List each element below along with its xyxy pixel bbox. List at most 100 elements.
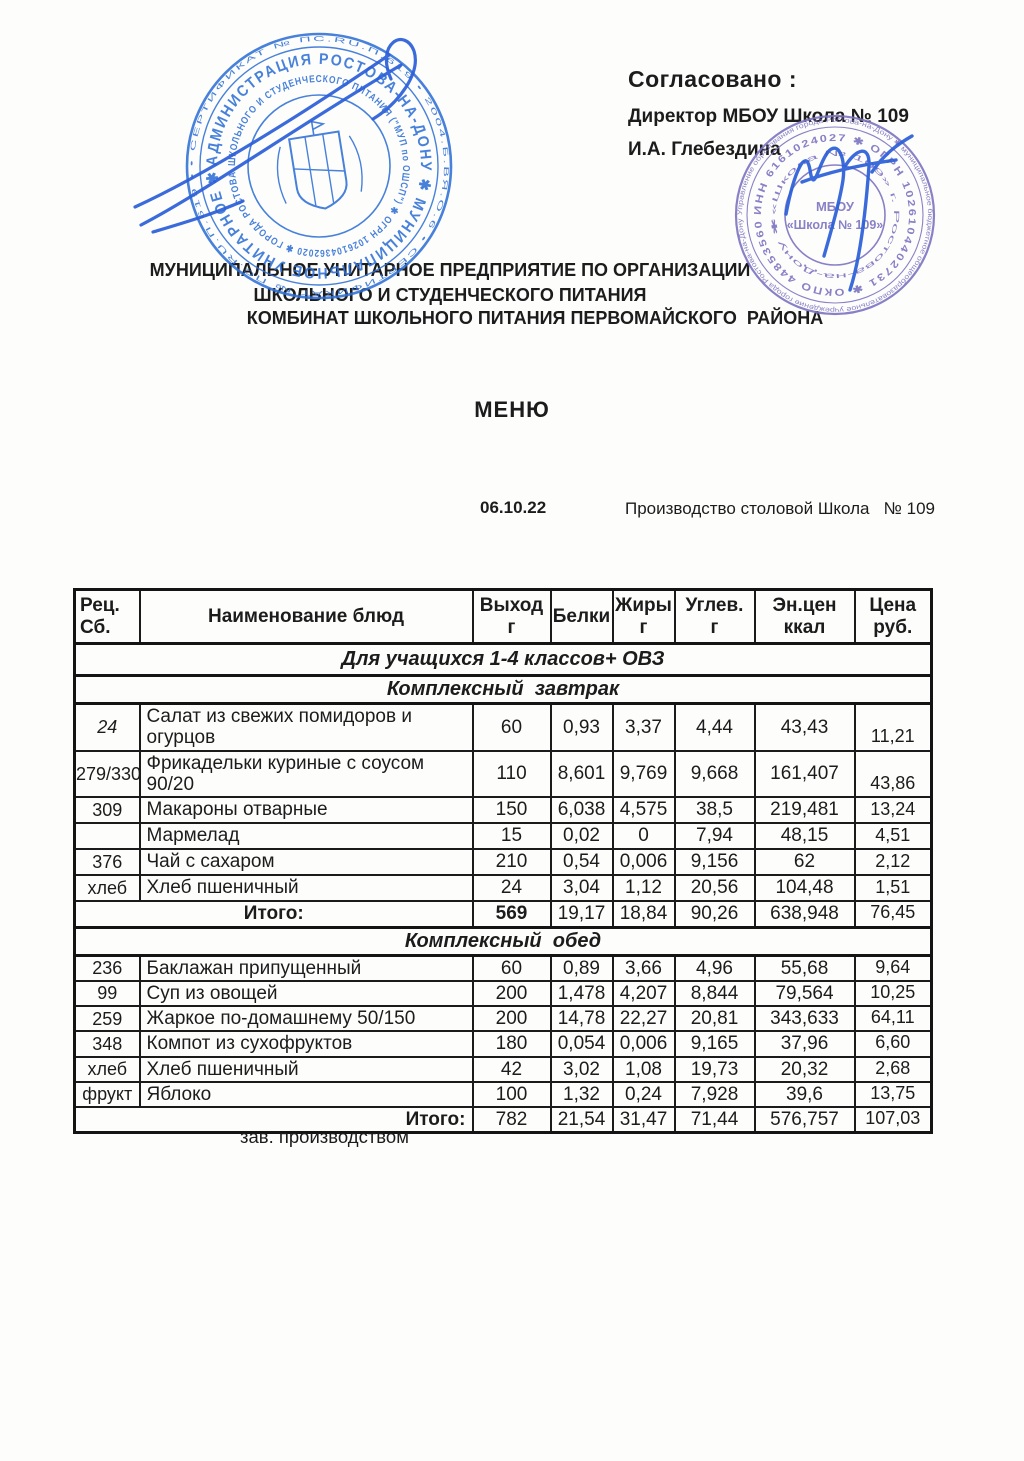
price-cell: 107,03 bbox=[853, 1106, 933, 1134]
energy-cell: 39,6 bbox=[753, 1080, 856, 1109]
price-cell: 6,60 bbox=[853, 1030, 933, 1058]
output-cell: 100 bbox=[471, 1080, 552, 1109]
director-signature-left bbox=[133, 38, 417, 234]
dish-name-cell: Мармелад bbox=[138, 822, 474, 851]
stamp-outer-circle bbox=[734, 114, 936, 316]
fat-cell: 1,08 bbox=[611, 1055, 676, 1083]
output-cell: 110 bbox=[471, 749, 552, 799]
price-cell: 13,75 bbox=[853, 1080, 933, 1109]
code-cell: 279/330 bbox=[73, 749, 141, 799]
approval-director-line: Директор МБОУ Школа № 109 bbox=[628, 106, 909, 127]
table-row: 376 Чай с сахаром 210 0,54 0,006 9,156 6… bbox=[73, 848, 933, 877]
code-cell: 376 bbox=[73, 848, 141, 877]
dish-name-cell: Компот из сухофруктов bbox=[138, 1030, 474, 1058]
header-output: Выход г bbox=[471, 588, 552, 645]
table-row: 348 Компот из сухофруктов 180 0,054 0,00… bbox=[73, 1030, 933, 1058]
dish-name-cell: Макароны отварные bbox=[138, 796, 474, 825]
table-row: Мармелад 15 0,02 0 7,94 48,15 4,51 bbox=[73, 822, 933, 851]
menu-date: 06.10.22 bbox=[480, 498, 547, 517]
stamp-outer-circle bbox=[185, 32, 453, 300]
protein-cell: 21,54 bbox=[549, 1106, 614, 1134]
fat-cell: 0,24 bbox=[611, 1080, 676, 1109]
output-cell: 24 bbox=[471, 874, 552, 903]
section-title-row: Комплексный обед bbox=[73, 925, 933, 957]
carb-cell: 19,73 bbox=[673, 1055, 756, 1083]
protein-cell: 0,054 bbox=[549, 1030, 614, 1058]
dish-name-cell: Фрикадельки куриные с соусом 90/20 bbox=[138, 749, 474, 799]
protein-cell: 8,601 bbox=[549, 749, 614, 799]
code-cell: хлеб bbox=[73, 1055, 141, 1083]
energy-cell: 343,633 bbox=[753, 1005, 856, 1033]
fat-cell: 0 bbox=[611, 822, 676, 851]
table-row: 24 Салат из свежих помидоров и огурцов 6… bbox=[73, 702, 933, 752]
output-cell: 60 bbox=[471, 954, 552, 982]
protein-cell: 3,04 bbox=[549, 874, 614, 903]
carb-cell: 7,928 bbox=[673, 1080, 756, 1109]
left-org-stamp: • СЕРТИФИКАТ № ПС.RU.П.619 • 2004.Б.ВЯ.О… bbox=[185, 32, 453, 300]
fat-cell: 31,47 bbox=[611, 1106, 676, 1134]
energy-cell: 43,43 bbox=[753, 702, 856, 752]
header-energy: Эн.цен ккал bbox=[753, 588, 856, 645]
carb-cell: 4,44 bbox=[673, 702, 756, 752]
output-cell: 150 bbox=[471, 796, 552, 825]
dish-name-cell: Баклажан припущенный bbox=[138, 954, 474, 982]
code-cell: 348 bbox=[73, 1030, 141, 1058]
energy-cell: 638,948 bbox=[753, 900, 856, 929]
price-cell: 10,25 bbox=[853, 979, 933, 1008]
price-cell: 64,11 bbox=[853, 1005, 933, 1033]
production-manager-label: зав. производством bbox=[240, 1126, 409, 1147]
code-cell bbox=[73, 822, 141, 851]
menu-table: Рец. Сб. Наименование блюд Выход г Белки Ж… bbox=[73, 588, 933, 1135]
table-row: хлеб Хлеб пшеничный 42 3,02 1,08 19,73 2… bbox=[73, 1055, 933, 1083]
stamp-center-line1: МБОУ bbox=[816, 199, 855, 214]
protein-cell: 6,038 bbox=[549, 796, 614, 825]
energy-cell: 37,96 bbox=[753, 1030, 856, 1058]
fat-cell: 0,006 bbox=[611, 848, 676, 877]
header-price: Цена руб. bbox=[853, 588, 933, 645]
table-row: 99 Суп из овощей 200 1,478 4,207 8,844 7… bbox=[73, 979, 933, 1008]
table-row: 309 Макароны отварные 150 6,038 4,575 38… bbox=[73, 796, 933, 825]
fat-cell: 3,37 bbox=[611, 702, 676, 752]
output-cell: 60 bbox=[471, 702, 552, 752]
dish-name-cell: Яблоко bbox=[138, 1080, 474, 1109]
protein-cell: 14,78 bbox=[549, 1005, 614, 1033]
code-cell: 309 bbox=[73, 796, 141, 825]
energy-cell: 219,481 bbox=[753, 796, 856, 825]
section-lunch-title: Комплексный обед bbox=[73, 925, 933, 957]
carb-cell: 9,165 bbox=[673, 1030, 756, 1058]
table-row: 279/330 Фрикадельки куриные с соусом 90/… bbox=[73, 749, 933, 799]
output-cell: 569 bbox=[471, 900, 552, 929]
section-title-row: Комплексный завтрак bbox=[73, 674, 933, 705]
org-name-line1: МУНИЦИПАЛЬНОЕ УНИТАРНОЕ ПРЕДПРИЯТИЕ ПО О… bbox=[149, 260, 751, 280]
energy-cell: 20,32 bbox=[753, 1055, 856, 1083]
carb-cell: 38,5 bbox=[673, 796, 756, 825]
header-protein: Белки bbox=[549, 588, 614, 645]
code-cell: фрукт bbox=[73, 1080, 141, 1109]
output-cell: 210 bbox=[471, 848, 552, 877]
dish-name-cell: Хлеб пшеничный bbox=[138, 874, 474, 903]
protein-cell: 1,478 bbox=[549, 979, 614, 1008]
energy-cell: 79,564 bbox=[753, 979, 856, 1008]
price-cell: 13,24 bbox=[853, 796, 933, 825]
header-fat: Жиры г bbox=[611, 588, 676, 645]
fat-cell: 9,769 bbox=[611, 749, 676, 799]
energy-cell: 161,407 bbox=[753, 749, 856, 799]
price-cell: 43,86 bbox=[853, 749, 933, 799]
price-cell: 2,68 bbox=[853, 1055, 933, 1083]
header-dish-name: Наименование блюд bbox=[138, 588, 474, 645]
price-cell: 11,21 bbox=[853, 702, 933, 752]
table-row: 259 Жаркое по-домашнему 50/150 200 14,78… bbox=[73, 1005, 933, 1033]
carb-cell: 71,44 bbox=[673, 1106, 756, 1134]
fat-cell: 4,207 bbox=[611, 979, 676, 1008]
fat-cell: 18,84 bbox=[611, 900, 676, 929]
header-rec-sb: Рец. Сб. bbox=[73, 588, 141, 645]
output-cell: 15 bbox=[471, 822, 552, 851]
code-cell: хлеб bbox=[73, 874, 141, 903]
group-title-row: Для учащихся 1-4 классов+ ОВЗ bbox=[73, 642, 933, 677]
output-cell: 42 bbox=[471, 1055, 552, 1083]
output-cell: 200 bbox=[471, 979, 552, 1008]
protein-cell: 3,02 bbox=[549, 1055, 614, 1083]
protein-cell: 19,17 bbox=[549, 900, 614, 929]
approval-title: Согласовано : bbox=[628, 66, 798, 92]
protein-cell: 0,89 bbox=[549, 954, 614, 982]
